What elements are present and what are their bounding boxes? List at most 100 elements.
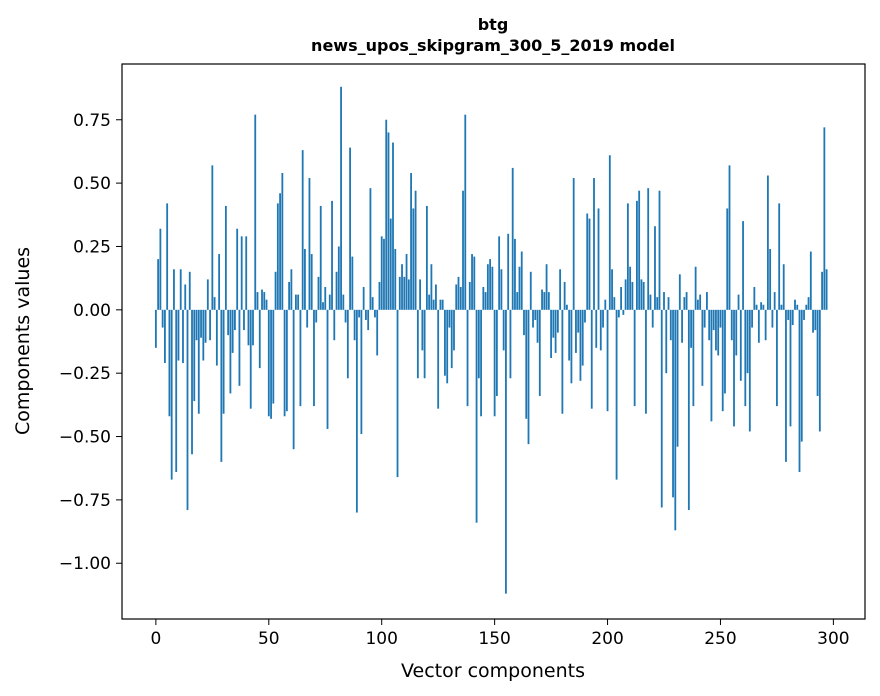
bar-225 <box>663 292 665 310</box>
bar-242 <box>701 309 704 386</box>
y-tick-label: 0.25 <box>73 237 111 257</box>
bar-8 <box>173 269 175 310</box>
bar-205 <box>617 309 620 318</box>
bar-134 <box>457 276 460 310</box>
bar-172 <box>543 292 546 310</box>
bar-230 <box>674 309 677 531</box>
y-tick-label: −0.25 <box>59 364 111 384</box>
bar-127 <box>441 299 444 310</box>
bar-86 <box>349 147 351 310</box>
bar-140 <box>471 254 473 310</box>
bar-53 <box>274 271 277 310</box>
bar-280 <box>787 309 790 320</box>
bar-212 <box>633 309 636 407</box>
bar-117 <box>419 279 422 310</box>
bar-227 <box>667 297 670 310</box>
bar-265 <box>753 287 756 310</box>
bar-40 <box>245 236 248 310</box>
bar-222 <box>656 297 659 310</box>
bar-103 <box>387 132 390 310</box>
x-tick-label: 50 <box>258 629 280 649</box>
bar-119 <box>423 309 426 379</box>
bar-160 <box>516 292 519 310</box>
bar-106 <box>394 249 397 310</box>
bar-64 <box>299 309 302 407</box>
bar-170 <box>538 309 541 396</box>
bar-236 <box>687 309 690 511</box>
bar-277 <box>780 304 783 310</box>
bar-186 <box>575 309 577 353</box>
bar-179 <box>559 269 562 310</box>
bar-273 <box>771 309 774 328</box>
bar-67 <box>306 309 309 328</box>
bar-92 <box>362 287 365 310</box>
bar-99 <box>378 281 381 310</box>
bar-274 <box>773 292 776 310</box>
bar-286 <box>800 309 803 442</box>
bar-296 <box>823 127 826 310</box>
bar-130 <box>448 309 451 328</box>
bar-21 <box>202 309 205 361</box>
bar-94 <box>367 309 370 331</box>
bar-62 <box>294 294 297 310</box>
bar-257 <box>735 309 738 356</box>
bar-52 <box>272 309 275 404</box>
bar-220 <box>651 309 654 328</box>
bar-259 <box>739 309 742 381</box>
bar-238 <box>692 309 695 407</box>
bar-203 <box>613 297 616 310</box>
bar-209 <box>626 203 629 310</box>
bar-136 <box>462 190 464 310</box>
bar-97 <box>374 309 376 318</box>
bar-113 <box>410 172 412 310</box>
bar-12 <box>182 309 184 364</box>
bar-88 <box>353 309 356 341</box>
bar-197 <box>599 309 602 351</box>
bar-193 <box>590 309 593 409</box>
bar-57 <box>283 309 286 417</box>
bar-9 <box>175 309 178 473</box>
bar-248 <box>715 309 717 351</box>
bar-251 <box>721 309 724 412</box>
bar-224 <box>660 309 663 508</box>
bar-282 <box>791 309 794 326</box>
bar-36 <box>236 228 239 310</box>
bar-23 <box>206 279 209 310</box>
bar-183 <box>568 309 571 361</box>
x-axis-ticks: 0 50 100 150 200 250 300 <box>150 619 850 649</box>
bar-83 <box>342 294 345 310</box>
bar-166 <box>529 271 532 310</box>
bar-5 <box>166 203 169 310</box>
bar-246 <box>710 309 713 422</box>
bar-93 <box>365 309 367 320</box>
bar-258 <box>737 294 740 310</box>
bar-272 <box>769 249 772 310</box>
y-tick-label: −0.75 <box>59 491 111 511</box>
bar-98 <box>376 309 379 356</box>
bar-161 <box>518 266 521 310</box>
bar-114 <box>412 208 415 310</box>
bar-49 <box>265 299 268 310</box>
bar-268 <box>760 302 763 310</box>
bar-235 <box>685 292 688 310</box>
bar-80 <box>335 271 338 310</box>
bar-105 <box>392 142 394 310</box>
bar-275 <box>776 309 778 407</box>
bar-37 <box>238 309 241 386</box>
bar-120 <box>425 205 428 310</box>
bar-239 <box>694 266 697 310</box>
bar-167 <box>532 309 534 328</box>
x-tick-label: 250 <box>704 629 736 649</box>
bar-137 <box>464 114 467 310</box>
bar-177 <box>554 309 557 353</box>
bar-55 <box>279 193 281 310</box>
bar-91 <box>360 309 363 434</box>
bar-214 <box>638 190 641 310</box>
bar-247 <box>712 309 715 331</box>
bar-240 <box>696 299 699 310</box>
bar-108 <box>398 276 401 310</box>
bar-297 <box>825 269 828 310</box>
bar-104 <box>389 218 392 310</box>
bar-series <box>154 86 828 594</box>
